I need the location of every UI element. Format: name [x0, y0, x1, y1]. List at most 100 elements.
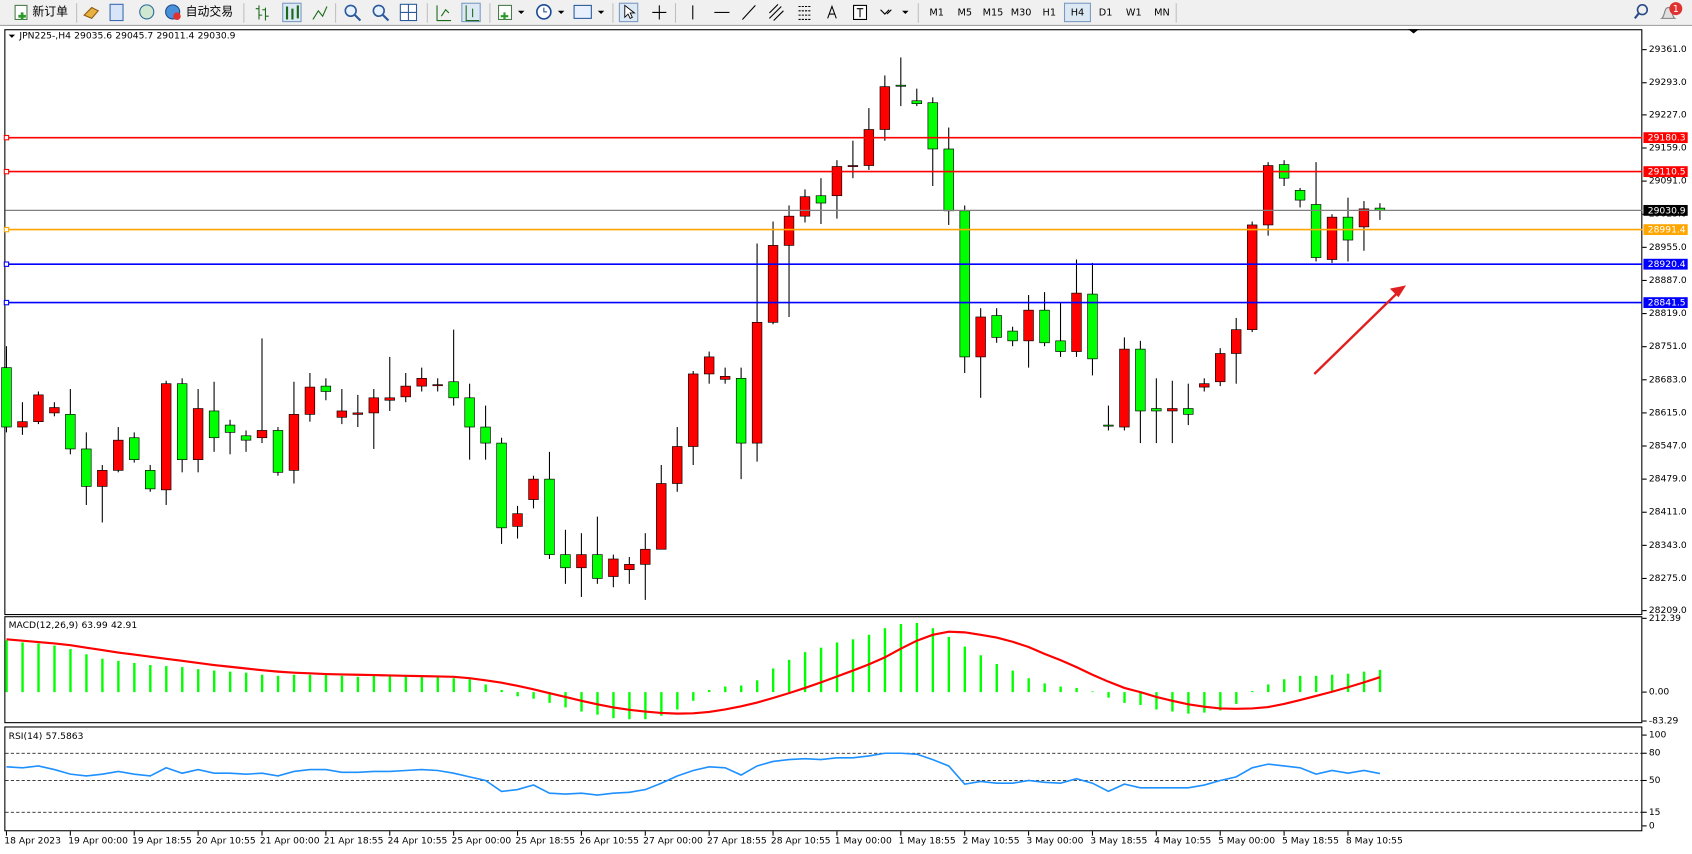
timeframe-button[interactable]: H4 [1071, 7, 1084, 18]
macd-bar [468, 679, 471, 693]
y-tick-label: 29159.0 [1649, 142, 1687, 153]
timeframe-button[interactable]: W1 [1126, 7, 1142, 18]
toolbar: 新订单 自动交易 [0, 0, 1692, 26]
macd-bar [436, 676, 439, 693]
dropdown-arrow[interactable] [597, 10, 605, 15]
macd-bar [372, 675, 376, 693]
text-tool[interactable] [827, 4, 837, 19]
macd-bar [931, 628, 935, 693]
candle-body [65, 414, 76, 450]
candle-body [1167, 408, 1178, 412]
search-icon [1633, 12, 1640, 20]
candle-body [943, 148, 954, 212]
level-handle [3, 168, 10, 175]
candle-body [656, 483, 667, 550]
trendline-tool[interactable] [742, 5, 756, 20]
y-tick-label: 28683.0 [1649, 374, 1687, 385]
candle-body [831, 166, 843, 197]
macd-bar [883, 628, 887, 693]
dropdown-arrow[interactable] [517, 10, 525, 15]
x-tick-label: 26 Apr 10:55 [579, 836, 639, 847]
candle-body [1294, 190, 1306, 201]
toolbar-icon[interactable] [139, 4, 155, 20]
macd-bar [676, 692, 679, 710]
timeframe-button[interactable]: M1 [929, 7, 944, 18]
candle-body [911, 100, 922, 105]
y-tick-label: 212.39 [1649, 613, 1681, 624]
x-tick-label: 19 Apr 18:55 [132, 836, 192, 847]
toolbar-icon-active[interactable] [461, 2, 481, 23]
toolbar-icon[interactable] [285, 5, 299, 20]
candle-body [1342, 216, 1354, 241]
macd-bar [133, 662, 136, 693]
dropdown-arrow[interactable] [557, 10, 565, 15]
timeframe-button[interactable]: MN [1154, 7, 1170, 18]
macd-bar [548, 692, 551, 703]
candle-body [1358, 208, 1370, 228]
rsi-header: RSI(14) 57.5863 [9, 731, 84, 742]
y-tick-label: 28411.0 [1649, 507, 1687, 518]
macd-bar [500, 690, 503, 693]
macd-signal-line [6, 630, 1381, 715]
candle-body [1310, 204, 1322, 258]
header-field: 29011.4 [156, 30, 194, 41]
candle-body [432, 384, 443, 387]
zoom-out-icon [382, 14, 390, 22]
zoom-in-icon[interactable] [344, 4, 357, 18]
timeframe-button[interactable]: M5 [958, 7, 973, 18]
candle-body [1135, 348, 1146, 412]
level-handle [3, 299, 10, 306]
tile-icon [400, 4, 417, 21]
y-tick-label: 28209.0 [1649, 605, 1687, 616]
macd-panel-frame [4, 616, 1643, 724]
toolbar-icon[interactable] [109, 3, 124, 22]
new-order-button[interactable]: 新订单 [14, 4, 68, 20]
candle-body [735, 378, 747, 444]
timeframe-button[interactable]: D1 [1099, 7, 1113, 18]
toolbar-icon[interactable] [83, 6, 100, 20]
arrows-tool[interactable] [880, 9, 892, 15]
toolbar-icon[interactable] [255, 5, 269, 21]
header-field: 57.5863 [46, 731, 84, 742]
crosshair-icon[interactable] [652, 5, 667, 20]
auto-trading-label: 自动交易 [186, 4, 233, 18]
macd-bar [1123, 692, 1126, 703]
macd-bar [1075, 687, 1078, 693]
macd-bar [947, 636, 951, 693]
zoom-out-icon[interactable] [372, 4, 385, 18]
macd-bar [1043, 683, 1046, 693]
templates-icon[interactable] [573, 4, 592, 19]
channel-tool[interactable] [769, 3, 784, 21]
icon [18, 12, 26, 20]
macd-bar [404, 675, 408, 693]
macd-bar [37, 643, 40, 693]
search-icon[interactable] [1636, 4, 1649, 16]
macd-bar [660, 692, 663, 716]
candle-body [703, 356, 715, 375]
candle-body [176, 383, 188, 460]
notifications-button[interactable]: 1 [1660, 2, 1683, 19]
timeframe-button[interactable]: M30 [1011, 7, 1032, 18]
timeframe-button[interactable]: H1 [1043, 7, 1056, 18]
macd-bar [388, 675, 392, 693]
candle-body [1103, 424, 1114, 427]
y-tick-label: 28479.0 [1649, 474, 1687, 485]
toolbar-icon[interactable] [436, 5, 452, 22]
macd-bar [452, 678, 455, 693]
candle-body [991, 315, 1002, 338]
x-tick-label: 1 May 00:00 [835, 836, 892, 847]
timeframe-button[interactable]: M15 [983, 7, 1004, 18]
macd-bar [228, 671, 232, 693]
candle-body [927, 102, 938, 150]
macd-bar [740, 685, 743, 693]
candle-body [17, 421, 28, 428]
fibo-tool[interactable] [798, 5, 812, 20]
candle-body [688, 373, 699, 447]
y-tick-label: -83.29 [1649, 716, 1679, 727]
candle-body [719, 376, 731, 380]
toolbar-icon[interactable] [312, 6, 328, 20]
candle-body [81, 448, 92, 487]
dropdown-arrow[interactable] [902, 10, 909, 15]
candle-body [224, 424, 236, 433]
auto-trading-button[interactable]: 自动交易 [165, 4, 233, 20]
